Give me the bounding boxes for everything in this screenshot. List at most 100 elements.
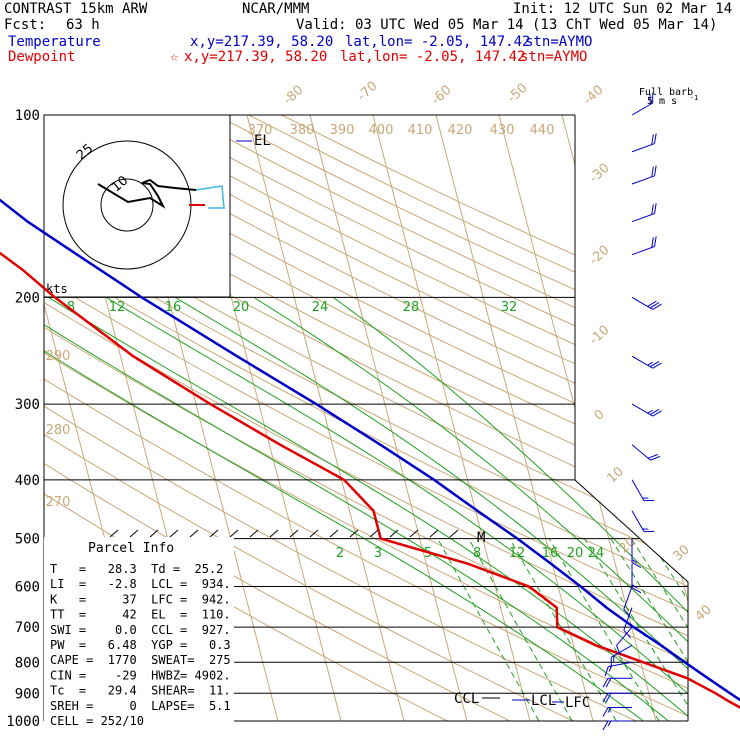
hatch-mark — [109, 529, 119, 538]
theta-label-top: 370 — [248, 123, 273, 138]
dry-adiabat-line — [44, 115, 688, 721]
parcel-info-row: Tc = 29.4 SHEAR= 11. — [50, 684, 231, 698]
hatch-mark — [209, 529, 219, 538]
barb-flag — [631, 587, 642, 594]
pressure-label-400: 400 — [15, 473, 40, 489]
dry-adiabat-line — [44, 115, 688, 721]
wind-barb — [602, 720, 632, 731]
barb-flag — [602, 693, 609, 703]
barb-flag — [654, 165, 657, 176]
isotherm-label: 20 — [616, 534, 638, 556]
barb-flag — [602, 720, 609, 731]
barb-flag — [654, 133, 657, 144]
hodograph-units: kts — [46, 282, 68, 296]
wind-barb — [602, 692, 632, 703]
temperature-xy: x,y=217.39, 58.20 — [190, 34, 334, 50]
isotherm-label: -50 — [505, 81, 531, 106]
wind-barb — [616, 626, 633, 656]
temperature-profile-point — [379, 444, 381, 446]
isotherm-label: -10 — [587, 323, 613, 348]
mixing-ratio-label: 20 — [567, 546, 584, 561]
center-label: NCAR/MMM — [242, 1, 310, 17]
parcel-info-row: K = 37 LFC = 942. — [50, 592, 231, 606]
barb-staff — [631, 510, 645, 532]
barb-staff — [631, 444, 651, 461]
dry-adiabat-line — [183, 115, 688, 721]
temperature-latlon: lat,lon= -2.05, 147.42 — [345, 34, 531, 50]
hatch-mark — [229, 529, 239, 538]
barb-flag — [650, 455, 661, 461]
wind-barb — [631, 444, 661, 461]
temperature-profile-point — [633, 626, 635, 628]
barb-flag — [623, 629, 631, 639]
dry-adiabat-line — [44, 115, 637, 721]
isotherm-label: 30 — [670, 542, 692, 564]
fcst-label: Fcst: — [4, 17, 47, 33]
barb-half-flag — [631, 584, 638, 589]
barb-flag — [652, 362, 662, 369]
wind-barb — [631, 510, 655, 533]
lfc-label: LFC — [565, 695, 590, 711]
theta-label-left: 290 — [46, 349, 71, 364]
dewpoint-profile-point — [528, 586, 530, 588]
theta-label-top: 400 — [369, 123, 394, 138]
barb-flag — [654, 203, 657, 214]
header: CONTRAST 15km ARW Fcst: 63 h NCAR/MMM In… — [0, 0, 740, 70]
dewpoint-xy: x,y=217.39, 58.20 — [184, 49, 328, 65]
mixing-ratio-label: 12 — [509, 546, 526, 561]
star-icon: ☆ — [170, 49, 179, 65]
temperature-profile-point — [729, 692, 731, 694]
hatch-mark — [189, 529, 199, 538]
hatch-mark — [149, 529, 159, 538]
dry-adiabat-line — [44, 115, 574, 721]
init-time: Init: 12 UTC Sun 02 Mar 14 — [513, 1, 733, 17]
dry-adiabat-line — [44, 115, 688, 721]
barb-flag — [602, 677, 609, 688]
theta-label-top: 390 — [330, 123, 355, 138]
mixing-ratio-label: 3 — [374, 546, 382, 561]
model-title: CONTRAST 15km ARW — [4, 1, 148, 17]
isotherm-label: -70 — [355, 79, 381, 104]
wind-barb — [602, 677, 632, 688]
isotherm-line — [309, 115, 468, 721]
hodograph-ring-inner — [100, 178, 154, 232]
pressure-label-900: 900 — [15, 686, 40, 702]
barb-staff — [631, 175, 655, 185]
fcst-value: 63 h — [66, 17, 100, 33]
barb-legend-exp: -1 — [690, 94, 698, 102]
isotherm-label: 40 — [692, 602, 714, 624]
temperature-profile-point — [27, 221, 29, 223]
barb-flag — [649, 408, 660, 416]
hodograph: 25 10 kts — [43, 114, 231, 298]
barb-flag — [652, 92, 654, 104]
dry-adiabat-line — [52, 115, 688, 721]
barb-staff — [631, 246, 655, 256]
moist-adiabat-line — [253, 296, 688, 721]
barb-half-flag — [608, 665, 612, 672]
temperature-profile-point — [580, 586, 582, 588]
mixing-ratio-label: 2 — [336, 546, 344, 561]
hatch-mark — [429, 529, 439, 538]
dewpoint-profile-point — [132, 355, 134, 357]
isotherm-label: -20 — [587, 243, 613, 268]
moist-adiabat-label: 8 — [67, 300, 75, 315]
isotherm-label: -80 — [281, 83, 307, 108]
wind-barb — [631, 236, 657, 256]
hatch-mark — [169, 529, 179, 538]
dewpoint-profile-point — [556, 607, 558, 609]
isotherm-label: 0 — [592, 407, 608, 424]
barb-flag — [649, 94, 651, 105]
barb-flag — [652, 303, 662, 310]
barb-flag — [643, 499, 655, 502]
profiles — [0, 198, 740, 709]
hatch-mark — [369, 529, 379, 538]
barb-flag — [649, 360, 660, 368]
temperature-profile-point — [476, 510, 478, 512]
hatch-mark — [309, 529, 319, 538]
hatch-mark — [389, 529, 399, 538]
wind-barb — [631, 355, 662, 369]
parcel-info-row: PW = 6.48 YGP = 0.3 — [50, 638, 231, 652]
dewpoint-profile-point — [209, 403, 211, 405]
ccl-label: CCL — [454, 691, 479, 707]
